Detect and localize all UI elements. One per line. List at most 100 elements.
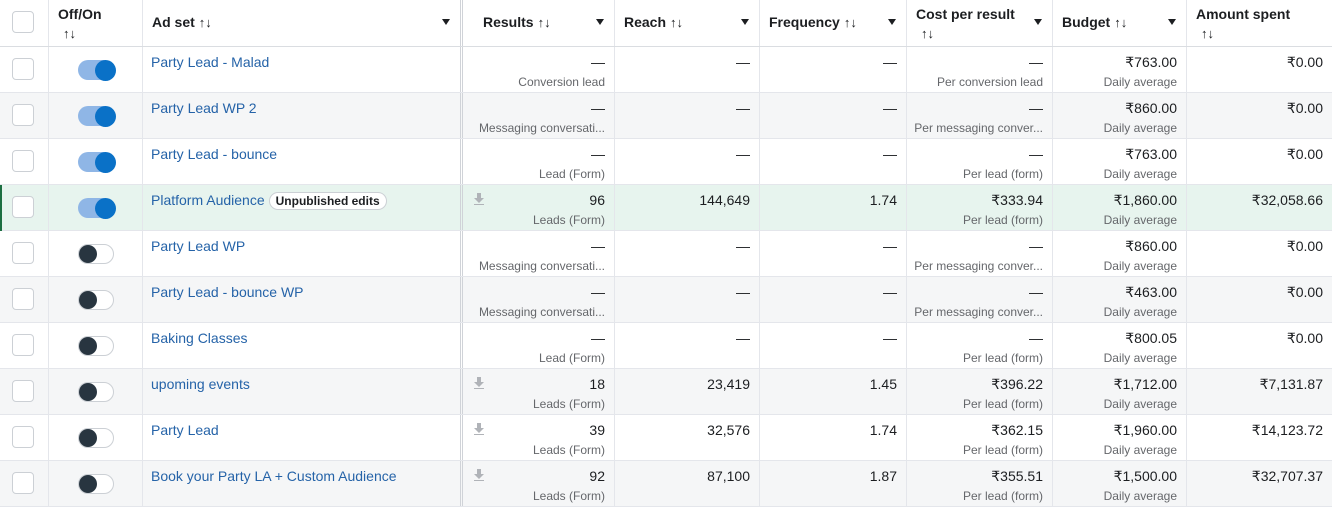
chevron-down-icon[interactable] — [888, 19, 896, 25]
chevron-down-icon[interactable] — [1168, 19, 1176, 25]
ad-set-name-link[interactable]: Party Lead WP 2 — [151, 100, 257, 116]
header-budget[interactable]: Budget ↑↓ — [1053, 0, 1187, 46]
budget-type: Daily average — [1103, 213, 1177, 227]
row-toggle-cell — [49, 47, 143, 92]
ad-set-name-link[interactable]: upoming events — [151, 376, 250, 392]
table-row[interactable]: Party Lead - Malad — Conversion lead — — — Per… — [0, 47, 1332, 93]
ad-set-toggle[interactable] — [78, 198, 116, 219]
budget-type: Daily average — [1103, 167, 1177, 181]
sort-icon[interactable]: ↑↓ — [670, 15, 684, 30]
unpublished-edits-badge[interactable]: Unpublished edits — [268, 192, 387, 210]
header-reach-wrap: Reach ↑↓ — [624, 14, 683, 30]
ad-set-toggle[interactable] — [78, 152, 116, 173]
row-frequency-cell: — — [760, 139, 907, 184]
table-row[interactable]: Party Lead WP 2— Messaging conversati... —… — [0, 93, 1332, 139]
ad-set-name-link[interactable]: Baking Classes — [151, 330, 248, 346]
ad-set-toggle[interactable] — [78, 382, 114, 402]
row-results-cell: 18 Leads (Form) — [463, 369, 615, 414]
header-results[interactable]: Results ↑↓ — [463, 0, 615, 46]
cost-value: — — [1029, 146, 1043, 162]
ad-set-name-link[interactable]: Party Lead - bounce WP — [151, 284, 304, 300]
cost-value: ₹396.22 — [991, 376, 1043, 392]
selected-row-accent — [0, 185, 2, 231]
ad-set-toggle[interactable] — [78, 474, 114, 494]
table-row[interactable]: upoming events 18 Leads (Form) 23,419 1.45 ₹3… — [0, 369, 1332, 415]
table-row[interactable]: Party Lead 39 Leads (Form) 32,576 1.74 ₹362.1… — [0, 415, 1332, 461]
row-checkbox[interactable] — [12, 58, 34, 80]
ad-set-name-link[interactable]: Party Lead — [151, 422, 219, 438]
table-row[interactable]: Party Lead - bounce — Lead (Form) — — — Per le… — [0, 139, 1332, 185]
sort-icon[interactable]: ↑↓ — [198, 15, 212, 30]
ad-set-toggle[interactable] — [78, 336, 114, 356]
ad-set-toggle[interactable] — [78, 290, 114, 310]
select-all-checkbox[interactable] — [12, 11, 34, 33]
results-type: Conversion lead — [518, 75, 605, 89]
results-value: — — [591, 100, 605, 116]
row-budget-cell: ₹800.05 Daily average — [1053, 323, 1187, 368]
table-row[interactable]: Platform Audience Unpublished edits 96 Lead… — [0, 185, 1332, 231]
chevron-down-icon[interactable] — [596, 19, 604, 25]
row-checkbox[interactable] — [12, 288, 34, 310]
budget-type: Daily average — [1103, 75, 1177, 89]
download-icon[interactable] — [474, 469, 484, 481]
header-results-wrap: Results ↑↓ — [483, 14, 551, 30]
row-cost-cell: ₹333.94 Per lead (form) — [907, 185, 1053, 230]
ad-set-toggle[interactable] — [78, 106, 116, 127]
row-toggle-cell — [49, 461, 143, 506]
chevron-down-icon[interactable] — [741, 19, 749, 25]
table-row[interactable]: Party Lead WP — Messaging conversati... — — —… — [0, 231, 1332, 277]
header-frequency[interactable]: Frequency ↑↓ — [760, 0, 907, 46]
header-amount-spent[interactable]: Amount spent ↑↓ — [1187, 0, 1332, 46]
row-checkbox[interactable] — [12, 150, 34, 172]
row-checkbox[interactable] — [12, 242, 34, 264]
chevron-down-icon[interactable] — [1034, 19, 1042, 25]
ad-set-name-link[interactable]: Party Lead - bounce — [151, 146, 278, 162]
ad-set-name-link[interactable]: Party Lead - Malad — [151, 54, 270, 70]
results-type: Leads (Form) — [532, 397, 605, 411]
results-value: — — [591, 146, 605, 162]
budget-type: Daily average — [1103, 351, 1177, 365]
download-icon[interactable] — [474, 193, 484, 205]
row-checkbox[interactable] — [12, 380, 34, 402]
download-icon[interactable] — [474, 377, 484, 389]
header-check-cell — [0, 0, 49, 46]
sort-icon[interactable]: ↑↓ — [1201, 26, 1214, 41]
sort-icon[interactable]: ↑↓ — [63, 26, 76, 41]
budget-value: ₹860.00 — [1125, 100, 1177, 116]
row-results-cell: — Messaging conversati... — [463, 231, 615, 276]
row-name-cell: Party Lead - Malad — [143, 47, 463, 92]
chevron-down-icon[interactable] — [442, 19, 450, 25]
header-toggle[interactable]: Off/On ↑↓ — [49, 0, 143, 46]
header-frequency-label: Frequency — [769, 14, 840, 30]
ad-set-toggle[interactable] — [78, 244, 114, 264]
header-cost-per-result[interactable]: Cost per result ↑↓ — [907, 0, 1053, 46]
table-row[interactable]: Party Lead - bounce WP — Messaging convers… — [0, 277, 1332, 323]
table-row[interactable]: Baking Classes — Lead (Form) — — — Per lead (f… — [0, 323, 1332, 369]
ad-set-name-link[interactable]: Party Lead WP — [151, 238, 246, 254]
ad-set-name-link[interactable]: Platform Audience — [151, 192, 265, 208]
download-icon[interactable] — [474, 423, 484, 435]
row-checkbox[interactable] — [12, 334, 34, 356]
sort-icon[interactable]: ↑↓ — [843, 15, 857, 30]
row-amount-cell: ₹0.00 — [1187, 93, 1332, 138]
sort-icon[interactable]: ↑↓ — [1114, 15, 1128, 30]
row-results-cell: — Messaging conversati... — [463, 277, 615, 322]
row-checkbox[interactable] — [12, 104, 34, 126]
results-value: 18 — [589, 376, 605, 392]
amount-spent-value: ₹0.00 — [1286, 284, 1323, 300]
header-ad-set[interactable]: Ad set ↑↓ — [143, 0, 463, 46]
row-budget-cell: ₹1,500.00 Daily average — [1053, 461, 1187, 506]
row-reach-cell: — — [615, 323, 760, 368]
ad-set-toggle[interactable] — [78, 60, 116, 81]
sort-icon[interactable]: ↑↓ — [921, 26, 934, 41]
row-checkbox[interactable] — [12, 472, 34, 494]
row-checkbox[interactable] — [12, 426, 34, 448]
table-row[interactable]: Book your Party LA + Custom Audience 92 Le… — [0, 461, 1332, 507]
row-name-cell: upoming events — [143, 369, 463, 414]
row-checkbox[interactable] — [12, 196, 34, 218]
sort-icon[interactable]: ↑↓ — [537, 15, 551, 30]
ad-set-name-link[interactable]: Book your Party LA + Custom Audience — [151, 468, 397, 484]
ad-set-toggle[interactable] — [78, 428, 114, 448]
row-frequency-cell: — — [760, 323, 907, 368]
header-reach[interactable]: Reach ↑↓ — [615, 0, 760, 46]
